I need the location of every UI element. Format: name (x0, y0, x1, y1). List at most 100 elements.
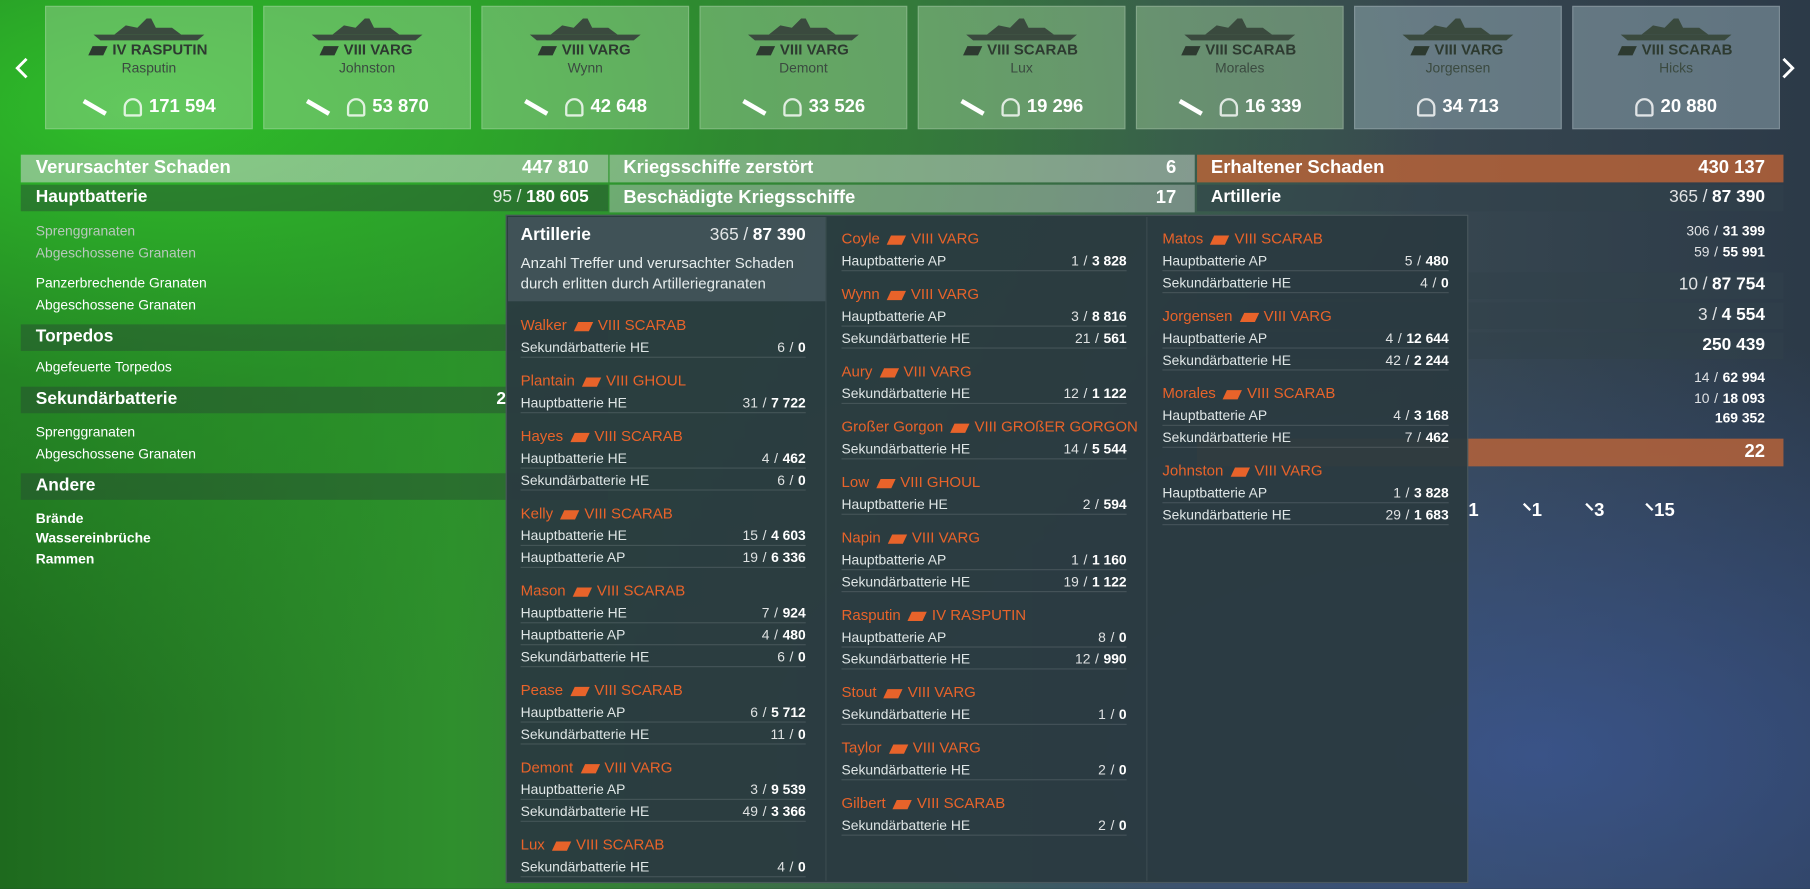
row-stat: 4/3 168 (1393, 406, 1448, 424)
ship: VIII SCARAB (597, 316, 687, 334)
row-label: Hauptbatterie AP (841, 629, 947, 646)
ship-silhouette (748, 18, 859, 41)
attacker: Morales VIII SCARAB (1162, 384, 1335, 402)
class-icon (883, 688, 903, 698)
ship: VIII VARG (912, 738, 981, 757)
row-stat: 306/31 399 (1686, 222, 1765, 240)
separator: / (1095, 651, 1099, 668)
next-arrow[interactable] (1778, 55, 1799, 80)
separator: / (1083, 551, 1088, 568)
row-label: Sekundärbatterie HE (841, 761, 971, 779)
row-bar (609, 184, 1195, 213)
damage: 5 544 (1091, 440, 1127, 458)
panel-title: Verursachter Schaden (35, 158, 231, 178)
damage: 20 880 (1660, 97, 1718, 117)
row-stat: 250 439 (1702, 335, 1765, 354)
attacker: Demont VIII VARG (521, 758, 673, 776)
player: Lux (1010, 60, 1033, 77)
separator: / (1083, 385, 1088, 402)
row-value: 6 (1165, 158, 1177, 178)
damage: 87 754 (1712, 274, 1765, 295)
item-label: Brände (35, 510, 84, 527)
section-stat: 365/87 390 (1669, 188, 1765, 206)
damage: 62 994 (1722, 369, 1765, 386)
damage: 480 (1425, 252, 1449, 269)
row-rule (841, 513, 1127, 515)
row-stat: 6/0 (777, 338, 806, 356)
damage: 9 539 (771, 781, 806, 798)
item-label: Abgeschossene Granaten (35, 244, 196, 261)
row-rule (520, 666, 806, 668)
hits: 4 (761, 626, 770, 643)
damage: 180 605 (526, 187, 589, 207)
ship: VIII VARG (343, 40, 413, 58)
row-stat: 1/3 828 (1071, 252, 1126, 270)
damage-icon (565, 98, 584, 117)
class-icon (88, 45, 108, 55)
player: Jorgensen (1425, 60, 1491, 77)
hits: 29 (1385, 506, 1401, 523)
row-stat: 1/3 828 (1393, 484, 1448, 502)
hits: 365 (1669, 187, 1698, 207)
row-label: Sekundärbatterie HE (841, 573, 971, 590)
row-rule (1162, 347, 1449, 349)
row-value: 17 (1155, 188, 1177, 208)
row-rule (841, 591, 1127, 593)
player: Mason (520, 581, 566, 600)
separator: / (1417, 252, 1421, 269)
row-rule (520, 467, 806, 469)
section-bar (20, 184, 609, 212)
row-stat: 3/4 554 (1698, 305, 1765, 324)
attacker: Rasputin IV RASPUTIN (842, 606, 1027, 624)
damage: 0 (1118, 761, 1127, 779)
count-value: 3 (1594, 500, 1605, 521)
row-stat: 3/8 816 (1071, 307, 1126, 325)
damage: 169 352 (1714, 409, 1765, 426)
player: Morales (1162, 384, 1216, 402)
separator: / (762, 394, 767, 411)
row-label: Sekundärbatterie HE (841, 330, 971, 347)
count: 3 (1578, 500, 1605, 521)
class-icon (907, 611, 928, 621)
destroyed-icon (305, 99, 331, 116)
row-stat: 6/0 (777, 471, 806, 489)
row-label: Sekundärbatterie HE (841, 817, 971, 834)
row-stat: 10/87 754 (1679, 274, 1765, 295)
row-label: Hauptbatterie HE (520, 450, 627, 467)
row-label: Beschädigte Kriegsschiffe (623, 188, 856, 208)
row-rule (841, 347, 1127, 349)
prev-arrow[interactable] (12, 55, 33, 80)
attacker: Gilbert VIII SCARAB (842, 794, 1006, 812)
damage: 0 (798, 339, 806, 356)
attacker: Jorgensen VIII VARG (1162, 307, 1331, 325)
class-icon (1222, 389, 1243, 399)
panel-title: Erhaltener Schaden (1210, 158, 1385, 178)
row-rule (841, 270, 1127, 272)
class-icon (319, 45, 339, 55)
row-rule (841, 569, 1127, 571)
hits: 10 (1694, 390, 1710, 407)
class-icon (879, 367, 899, 377)
row-label: Sekundärbatterie HE (1162, 352, 1292, 369)
player: Großer Gorgon (841, 417, 944, 436)
row-stat: 12/1 122 (1063, 384, 1126, 402)
class-icon (570, 686, 590, 696)
row-stat: 7/462 (1405, 428, 1449, 446)
hits: 21 (1074, 330, 1091, 347)
row-rule (1162, 502, 1449, 504)
class-icon (537, 45, 557, 55)
row-rule (520, 489, 806, 491)
times-icon (1578, 502, 1594, 518)
player: Hicks (1659, 60, 1694, 77)
row-rule (841, 458, 1127, 460)
attacker: Napin VIII VARG (842, 529, 980, 547)
damage-row: 42 648 (524, 98, 647, 117)
hits: 1 (1071, 551, 1079, 568)
item-label: Abgeschossene Granaten (35, 296, 196, 313)
damage-icon (783, 98, 802, 117)
player: Johnston (1162, 461, 1224, 480)
separator: / (1702, 274, 1708, 295)
class-icon (572, 587, 593, 597)
attacker: Wynn VIII VARG (842, 285, 980, 303)
attacker: Johnston VIII VARG (1162, 462, 1322, 480)
